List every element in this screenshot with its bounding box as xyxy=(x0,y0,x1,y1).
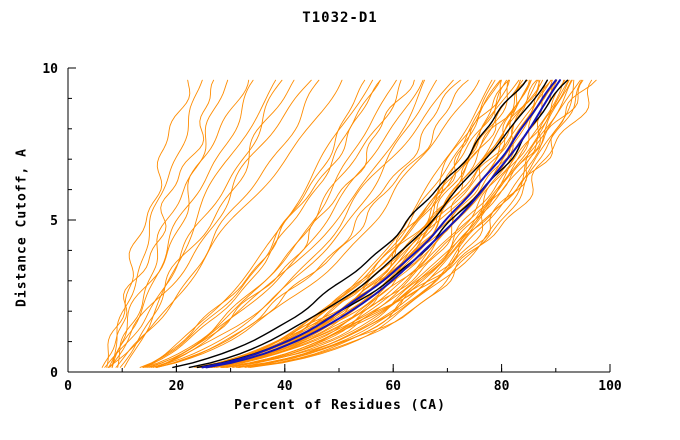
ensemble-models-curve xyxy=(197,79,501,368)
ensemble-models-curve xyxy=(206,79,521,368)
ensemble-models-curve xyxy=(148,79,424,368)
y-tick-label: 0 xyxy=(50,366,58,381)
ensemble-models-curve xyxy=(145,79,374,368)
chart-title: T1032-D1 xyxy=(302,10,378,26)
ensemble-models-curve xyxy=(101,79,215,368)
ensemble-models-curve xyxy=(202,79,544,368)
ensemble-models-curve xyxy=(197,79,496,368)
ensemble-models-curve xyxy=(106,79,191,368)
ensemble-models-curve xyxy=(226,79,570,368)
ensemble-models-curve xyxy=(210,79,566,368)
x-tick-label: 40 xyxy=(277,379,293,394)
x-tick-label: 0 xyxy=(64,379,72,394)
ensemble-models-curve xyxy=(221,79,584,368)
ensemble-models-curve xyxy=(109,79,312,368)
ensemble-models-curve xyxy=(111,79,254,368)
ensemble-models-curve xyxy=(139,79,366,368)
ensemble-models-curve xyxy=(156,79,480,368)
ensemble-models-curve xyxy=(143,79,397,368)
ensemble-models-curve xyxy=(194,79,493,368)
ensemble-models-curve xyxy=(202,79,507,368)
ensemble-models-curve xyxy=(222,79,570,368)
x-tick-label: 20 xyxy=(169,379,185,394)
x-tick-label: 60 xyxy=(385,379,401,394)
ensemble-models-curve xyxy=(115,79,320,368)
ensemble-models-curve xyxy=(249,79,573,368)
reference-models-curve xyxy=(188,79,548,369)
reference-models-curve xyxy=(172,79,527,369)
ensemble-models-curve xyxy=(237,79,548,368)
ensemble-models-curve xyxy=(220,79,565,368)
ensemble-models-curve xyxy=(104,79,283,368)
highlighted-models-curve xyxy=(201,79,557,369)
ensemble-models-curve xyxy=(152,79,454,368)
ensemble-models-curve xyxy=(111,79,203,368)
y-tick-label: 10 xyxy=(42,62,58,77)
y-tick-label: 5 xyxy=(50,214,58,229)
ensemble-models-curve xyxy=(117,79,229,368)
ensemble-models-curve xyxy=(108,79,250,368)
ensemble-models-curve xyxy=(155,79,461,368)
ensemble-models-curve xyxy=(150,79,437,368)
ensemble-models-curve xyxy=(123,79,277,368)
highlighted-models-curve xyxy=(205,79,561,369)
ensemble-models-curve xyxy=(107,79,343,368)
ensemble-models-curve xyxy=(119,79,295,368)
x-tick-label: 80 xyxy=(494,379,510,394)
ensemble-models-curve xyxy=(224,79,553,368)
ensemble-models-curve xyxy=(156,79,469,368)
ensemble-models-curve xyxy=(142,79,381,368)
x-tick-label: 100 xyxy=(598,379,622,394)
ensemble-models-curve xyxy=(248,79,583,368)
ensemble-models-curve xyxy=(210,79,530,368)
ensemble-models-curve xyxy=(155,79,402,368)
y-axis-label: Distance Cutoff, A xyxy=(14,148,30,307)
x-axis-label: Percent of Residues (CA) xyxy=(234,398,446,413)
ensemble-models-curve xyxy=(232,79,575,368)
